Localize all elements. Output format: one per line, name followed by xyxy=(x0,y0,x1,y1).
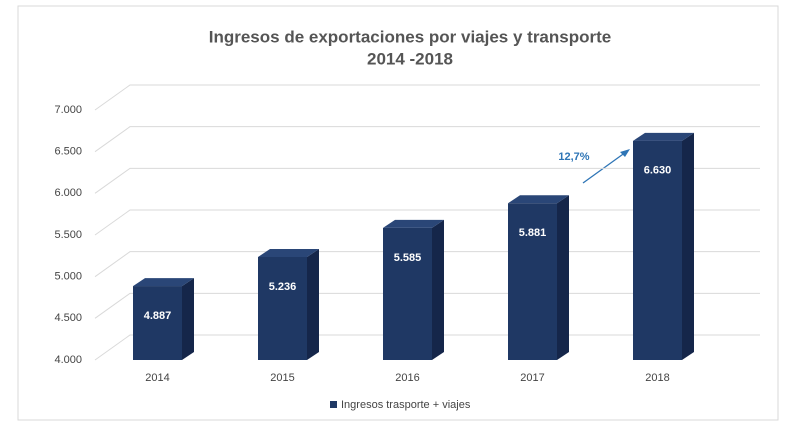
bar-top xyxy=(133,278,194,287)
bar-top xyxy=(508,195,569,204)
bar xyxy=(508,203,557,360)
y-tick-label: 4.000 xyxy=(54,354,82,366)
bar xyxy=(633,140,682,360)
bar-side xyxy=(432,219,444,360)
y-tick-label: 4.500 xyxy=(54,312,82,324)
data-label: 4.887 xyxy=(144,310,172,322)
y-tick-label: 6.000 xyxy=(54,187,82,199)
grid-line xyxy=(94,84,760,111)
bar-side xyxy=(307,249,319,360)
bar-top xyxy=(258,249,319,257)
x-tick-label: 2014 xyxy=(145,372,169,384)
x-tick-label: 2017 xyxy=(520,372,544,384)
x-tick-label: 2015 xyxy=(270,372,294,384)
chart-title: Ingresos de exportaciones por viajes y t… xyxy=(209,27,611,46)
bar xyxy=(258,257,307,360)
annotation-arrowhead xyxy=(620,149,630,157)
x-tick-label: 2016 xyxy=(395,372,419,384)
chart-subtitle: 2014 -2018 xyxy=(367,49,453,68)
annotation-arrow xyxy=(582,151,627,184)
y-tick-label: 6.500 xyxy=(54,146,82,158)
x-tick-label: 2018 xyxy=(645,372,669,384)
y-tick-label: 5.500 xyxy=(54,229,82,241)
data-label: 6.630 xyxy=(644,165,672,177)
bar-side xyxy=(682,132,694,360)
bar xyxy=(133,286,182,360)
data-label: 5.236 xyxy=(269,281,297,293)
legend-swatch xyxy=(330,401,337,408)
bar xyxy=(383,227,432,360)
legend-label: Ingresos trasporte + viajes xyxy=(341,399,471,411)
bar-side xyxy=(182,278,194,360)
y-tick-label: 5.000 xyxy=(54,271,82,283)
bar-side xyxy=(557,195,569,360)
grid-line xyxy=(94,167,760,194)
bar-top xyxy=(633,132,694,141)
data-label: 5.585 xyxy=(394,252,422,264)
data-label: 5.881 xyxy=(519,227,547,239)
y-tick-label: 7.000 xyxy=(54,104,82,116)
bar-top xyxy=(383,219,444,228)
annotation: 12,7% xyxy=(558,151,589,163)
grid-line xyxy=(94,126,760,153)
